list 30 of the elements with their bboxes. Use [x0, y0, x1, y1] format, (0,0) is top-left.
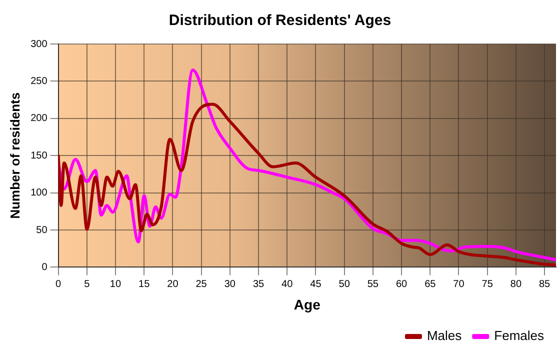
x-tick-label: 55 — [367, 278, 379, 290]
x-tick-label: 15 — [138, 278, 150, 290]
x-tick-label: 60 — [396, 278, 408, 290]
legend-label: Males — [426, 328, 462, 344]
x-tick-label: 35 — [252, 278, 265, 290]
y-tick-label: 300 — [30, 38, 48, 50]
x-tick-label: 30 — [224, 278, 236, 290]
x-tick-label: 80 — [510, 278, 522, 290]
legend-label: Females — [494, 328, 544, 344]
y-tick-label: 50 — [36, 224, 48, 236]
x-tick-label: 10 — [110, 278, 122, 290]
chart-title: Distribution of Residents' Ages — [168, 12, 392, 30]
x-tick-label: 25 — [196, 278, 208, 290]
x-tick-label: 65 — [424, 278, 436, 290]
x-tick-label: 45 — [310, 278, 322, 290]
x-tick-label: 40 — [282, 278, 294, 290]
y-axis-title: Number of residents — [7, 92, 22, 219]
x-tick-label: 50 — [338, 278, 350, 290]
x-tick-label: 85 — [538, 278, 551, 290]
y-tick-label: 150 — [30, 150, 48, 162]
x-axis-title: Age — [294, 296, 321, 312]
x-tick-label: 0 — [56, 278, 62, 290]
y-tick-label: 0 — [42, 262, 48, 273]
x-tick-label: 70 — [453, 278, 465, 290]
x-tick-label: 20 — [167, 278, 179, 290]
x-tick-label: 75 — [482, 278, 494, 290]
y-tick-label: 200 — [30, 113, 48, 124]
y-tick-label: 100 — [30, 188, 48, 199]
x-tick-label: 5 — [84, 278, 90, 290]
y-tick-label: 250 — [30, 76, 48, 87]
